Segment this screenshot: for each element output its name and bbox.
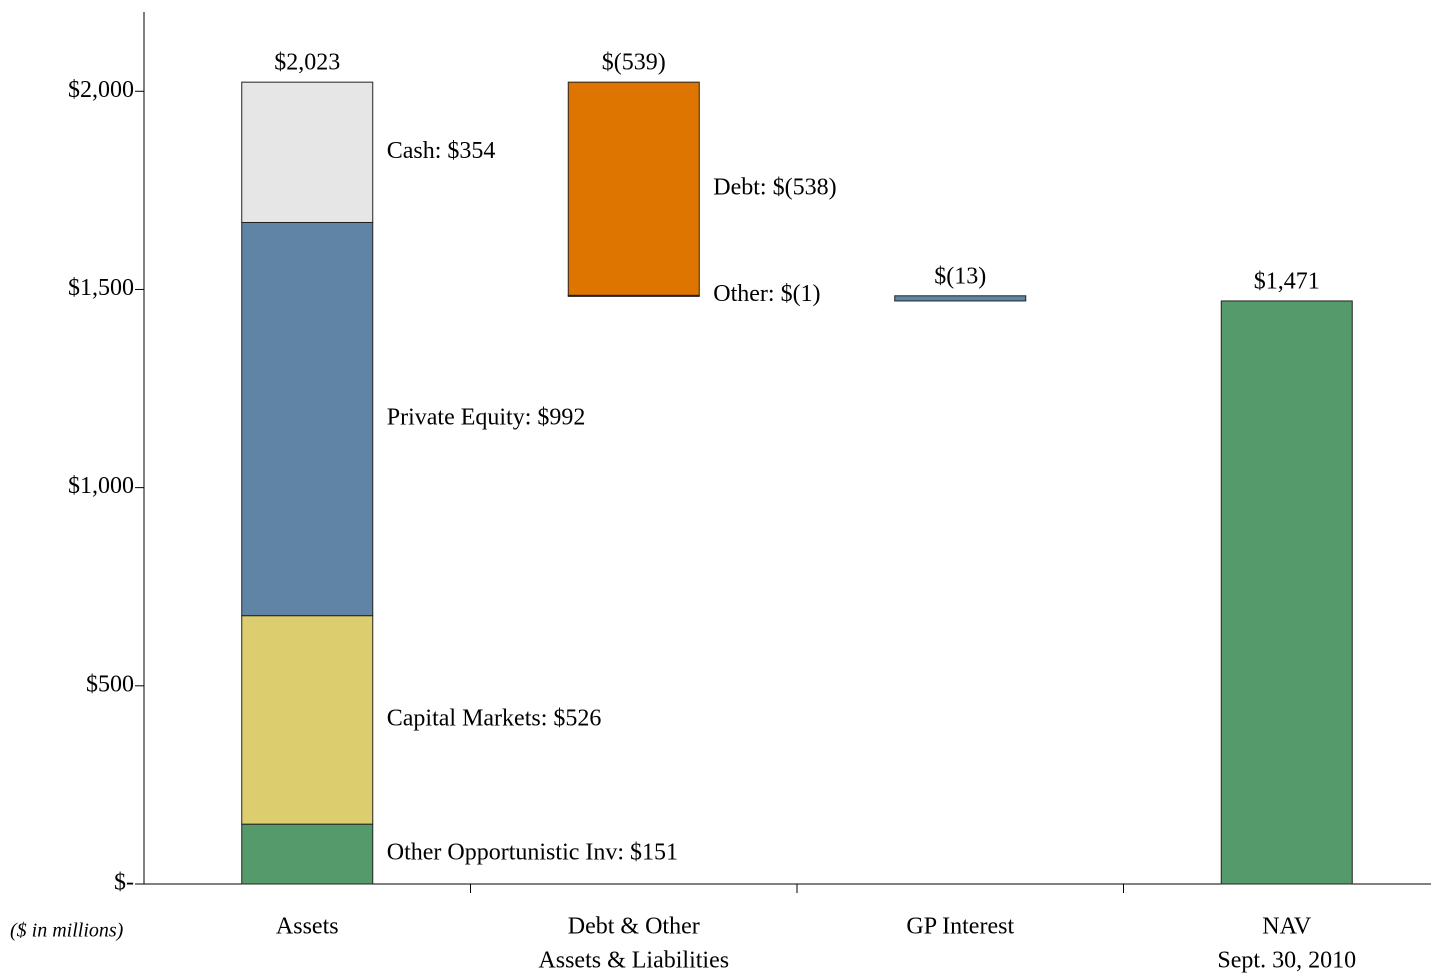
bar-segment — [567, 294, 700, 297]
segment-label: Capital Markets: $526 — [387, 705, 602, 731]
units-note: ($ in millions) — [10, 920, 124, 942]
total-label: $1,471 — [1254, 268, 1320, 294]
segment-label: Other Opportunistic Inv: $151 — [387, 840, 678, 866]
x-tick-label: Assets — [276, 914, 339, 940]
y-tick-label: $1,500 — [68, 275, 134, 301]
total-label: $2,023 — [274, 50, 340, 76]
bar-segment — [241, 81, 374, 223]
x-tick-label: NAV — [1262, 914, 1312, 940]
segment-label: Debt: $(538) — [713, 174, 836, 200]
x-tick-label: Debt & Other — [568, 914, 700, 940]
x-tick-label: GP Interest — [906, 914, 1014, 940]
bar-segment — [567, 81, 700, 296]
total-label: $(13) — [934, 263, 986, 289]
y-tick-label: $500 — [86, 671, 134, 697]
segment-label: Cash: $354 — [387, 138, 496, 164]
y-tick-label: $2,000 — [68, 77, 134, 103]
x-tick-label: Assets & Liabilities — [538, 948, 729, 974]
bar-segment — [894, 295, 1027, 302]
y-tick-label: $- — [114, 870, 134, 896]
x-tick-label: Sept. 30, 2010 — [1217, 948, 1356, 974]
segment-label: Other: $(1) — [713, 281, 820, 307]
total-label: $(539) — [602, 50, 666, 76]
bar-segment — [1220, 300, 1353, 885]
bar-segment — [241, 615, 374, 825]
bar-segment — [241, 221, 374, 617]
bar-segment — [241, 823, 374, 885]
y-tick-label: $1,000 — [68, 473, 134, 499]
segment-label: Private Equity: $992 — [387, 405, 586, 431]
